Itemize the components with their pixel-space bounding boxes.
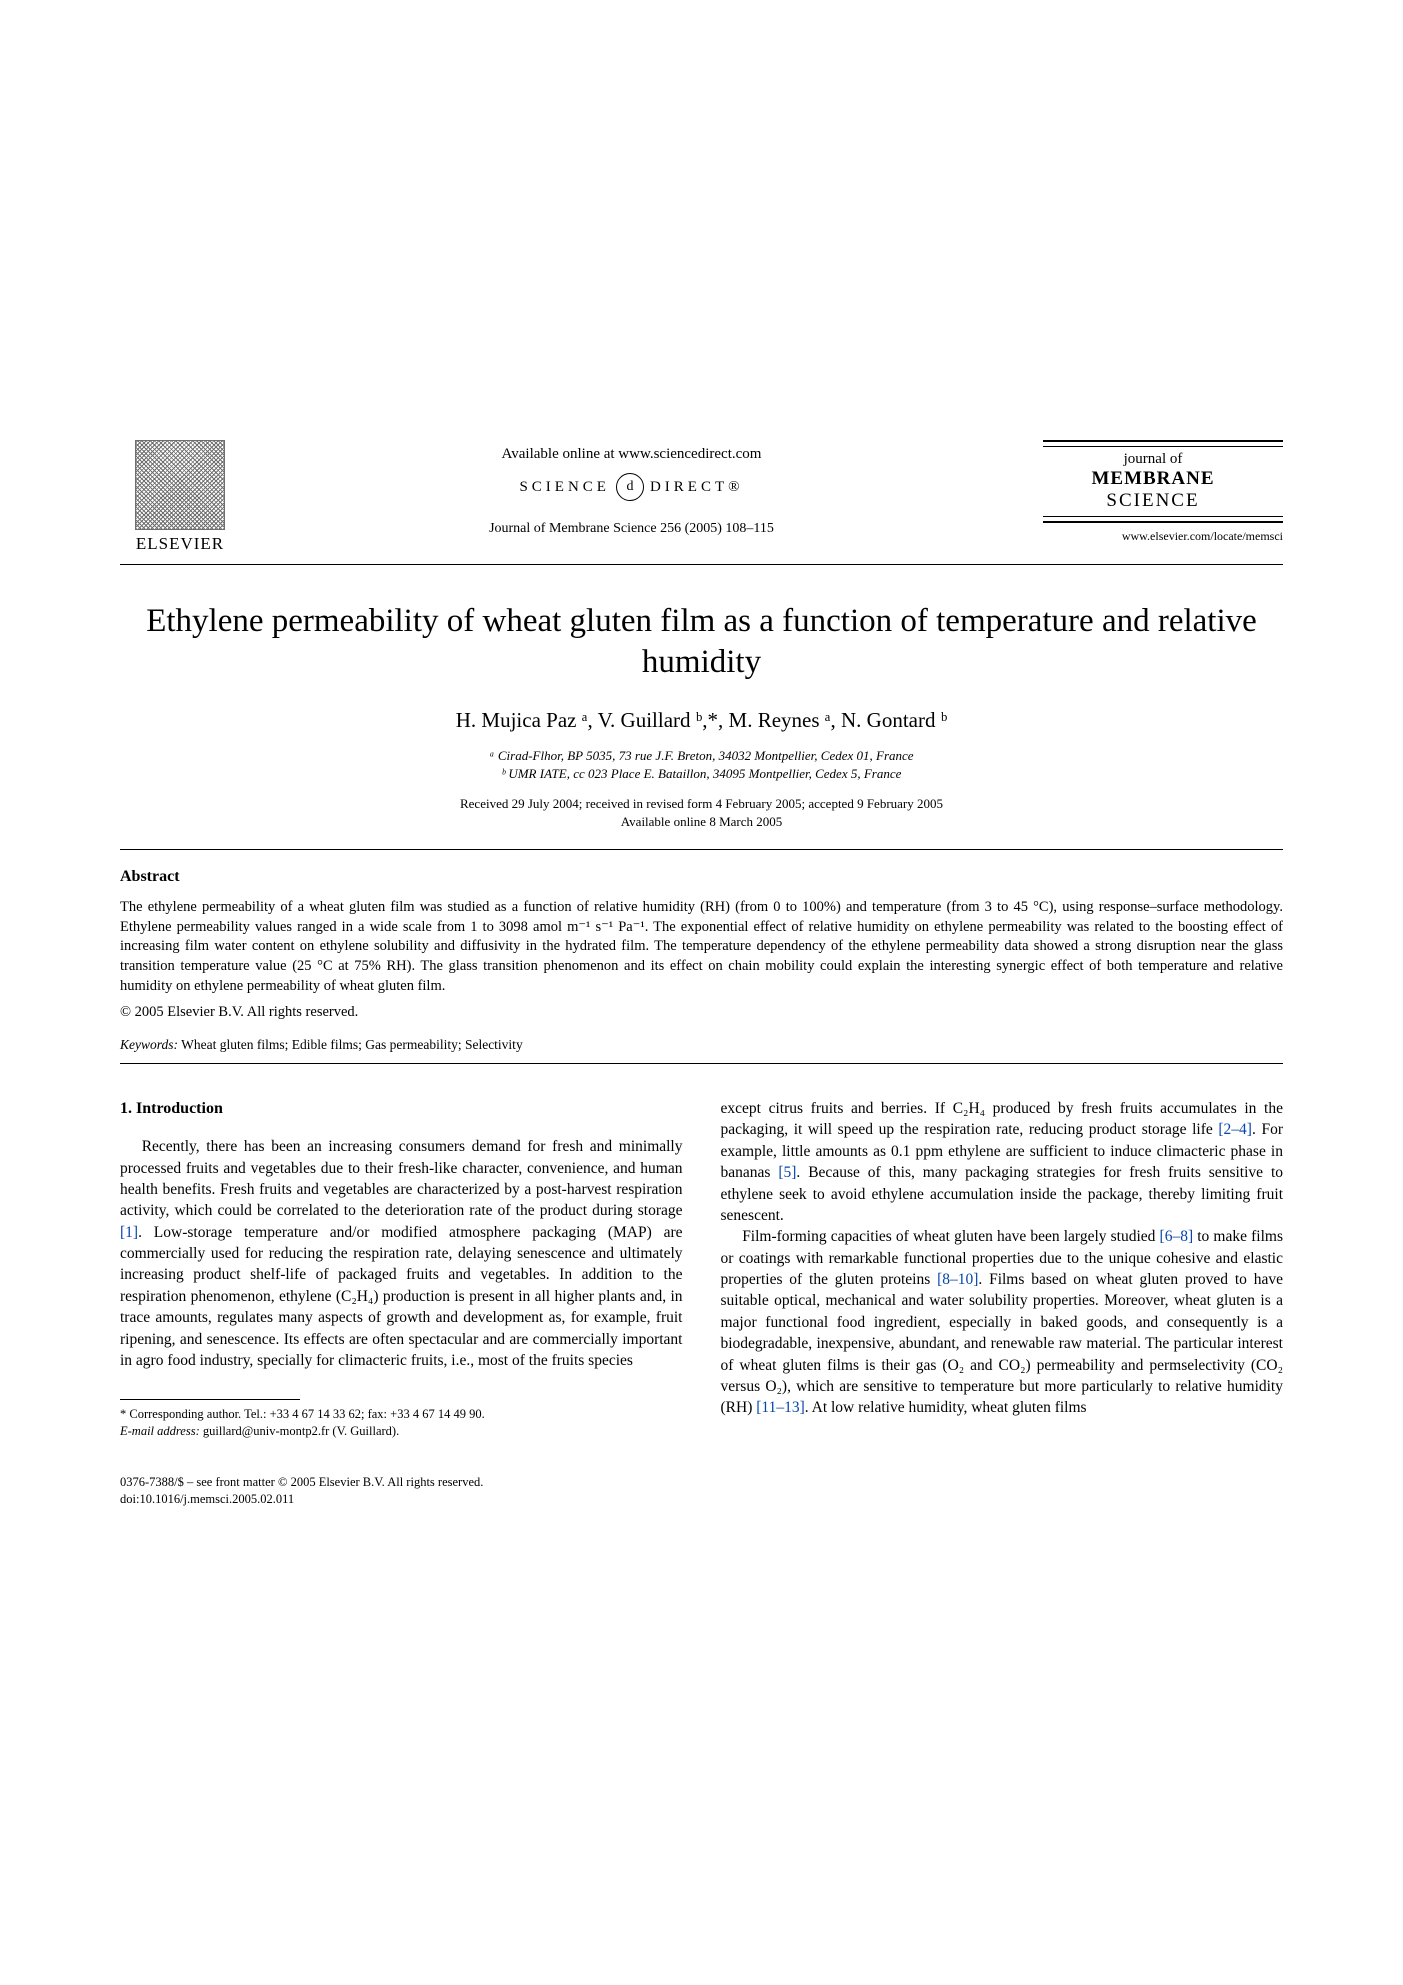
text-run: except citrus fruits and berries. If C₂H… xyxy=(721,1100,1284,1138)
footnote-rule xyxy=(120,1399,300,1400)
abstract-body: The ethylene permeability of a wheat glu… xyxy=(120,898,1283,996)
horizontal-rule xyxy=(120,849,1283,850)
dates-online: Available online 8 March 2005 xyxy=(120,813,1283,831)
rule-icon xyxy=(1043,516,1283,517)
header-center: Available online at www.sciencedirect.co… xyxy=(240,440,1023,537)
email-line: E-mail address: guillard@univ-montp2.fr … xyxy=(120,1423,683,1440)
journal-header: ELSEVIER Available online at www.science… xyxy=(120,440,1283,554)
journal-name-line1: journal of xyxy=(1023,451,1283,468)
journal-url: www.elsevier.com/locate/memsci xyxy=(1023,529,1283,544)
citation-link[interactable]: [2–4] xyxy=(1218,1121,1252,1138)
text-run: . Low-storage temperature and/or modifie… xyxy=(120,1224,683,1369)
citation-link[interactable]: [1] xyxy=(120,1224,138,1241)
journal-citation: Journal of Membrane Science 256 (2005) 1… xyxy=(240,521,1023,537)
text-run: . Because of this, many packaging strate… xyxy=(721,1164,1284,1224)
journal-title-box: journal of MEMBRANE SCIENCE www.elsevier… xyxy=(1023,440,1283,544)
journal-name-line3: SCIENCE xyxy=(1023,490,1283,512)
column-left: 1. Introduction Recently, there has been… xyxy=(120,1098,683,1440)
abstract-heading: Abstract xyxy=(120,868,1283,886)
journal-name-line2: MEMBRANE xyxy=(1023,468,1283,490)
citation-link[interactable]: [11–13] xyxy=(756,1399,805,1416)
page-footer: 0376-7388/$ – see front matter © 2005 El… xyxy=(120,1474,1283,1508)
elsevier-tree-icon xyxy=(135,440,225,530)
text-run: Film-forming capacities of wheat gluten … xyxy=(742,1228,1159,1245)
front-matter-line: 0376-7388/$ – see front matter © 2005 El… xyxy=(120,1474,1283,1491)
doi-line: doi:10.1016/j.memsci.2005.02.011 xyxy=(120,1491,1283,1508)
available-online-text: Available online at www.sciencedirect.co… xyxy=(240,446,1023,463)
paragraph: Film-forming capacities of wheat gluten … xyxy=(721,1226,1284,1418)
abstract-copyright: © 2005 Elsevier B.V. All rights reserved… xyxy=(120,1004,1283,1021)
citation-link[interactable]: [5] xyxy=(778,1164,796,1181)
section-heading: 1. Introduction xyxy=(120,1098,683,1120)
affiliations: ᵃ Cirad-Flhor, BP 5035, 73 rue J.F. Bret… xyxy=(120,747,1283,783)
rule-icon xyxy=(1043,446,1283,447)
citation-link[interactable]: [6–8] xyxy=(1160,1228,1194,1245)
column-right: except citrus fruits and berries. If C₂H… xyxy=(721,1098,1284,1440)
keywords-label: Keywords: xyxy=(120,1037,178,1052)
article-title: Ethylene permeability of wheat gluten fi… xyxy=(120,601,1283,684)
footnote-block: * Corresponding author. Tel.: +33 4 67 1… xyxy=(120,1406,683,1440)
rule-icon xyxy=(1043,521,1283,523)
citation-link[interactable]: [8–10] xyxy=(937,1271,978,1288)
keywords-text: Wheat gluten films; Edible films; Gas pe… xyxy=(181,1037,523,1052)
article-dates: Received 29 July 2004; received in revis… xyxy=(120,795,1283,831)
author-list: H. Mujica Paz ᵃ, V. Guillard ᵇ,*, M. Rey… xyxy=(120,708,1283,733)
sd-right: DIRECT® xyxy=(650,479,744,496)
email-label: E-mail address: xyxy=(120,1424,200,1438)
publisher-name: ELSEVIER xyxy=(136,534,224,554)
sciencedirect-logo: SCIENCE d DIRECT® xyxy=(240,473,1023,501)
sd-globe-icon: d xyxy=(616,473,644,501)
body-columns: 1. Introduction Recently, there has been… xyxy=(120,1098,1283,1440)
horizontal-rule xyxy=(120,1063,1283,1064)
horizontal-rule xyxy=(120,564,1283,565)
corresponding-author: * Corresponding author. Tel.: +33 4 67 1… xyxy=(120,1406,683,1423)
text-run: . At low relative humidity, wheat gluten… xyxy=(805,1399,1087,1416)
affiliation-b: ᵇ UMR IATE, cc 023 Place E. Bataillon, 3… xyxy=(120,765,1283,783)
dates-received: Received 29 July 2004; received in revis… xyxy=(120,795,1283,813)
rule-icon xyxy=(1043,440,1283,442)
text-run: . Films based on wheat gluten proved to … xyxy=(721,1271,1284,1416)
affiliation-a: ᵃ Cirad-Flhor, BP 5035, 73 rue J.F. Bret… xyxy=(120,747,1283,765)
text-run: Recently, there has been an increasing c… xyxy=(120,1138,683,1219)
keywords-line: Keywords: Wheat gluten films; Edible fil… xyxy=(120,1037,1283,1053)
sd-left: SCIENCE xyxy=(519,479,610,496)
paragraph: Recently, there has been an increasing c… xyxy=(120,1136,683,1371)
email-address: guillard@univ-montp2.fr (V. Guillard). xyxy=(203,1424,399,1438)
paragraph: except citrus fruits and berries. If C₂H… xyxy=(721,1098,1284,1226)
publisher-logo: ELSEVIER xyxy=(120,440,240,554)
